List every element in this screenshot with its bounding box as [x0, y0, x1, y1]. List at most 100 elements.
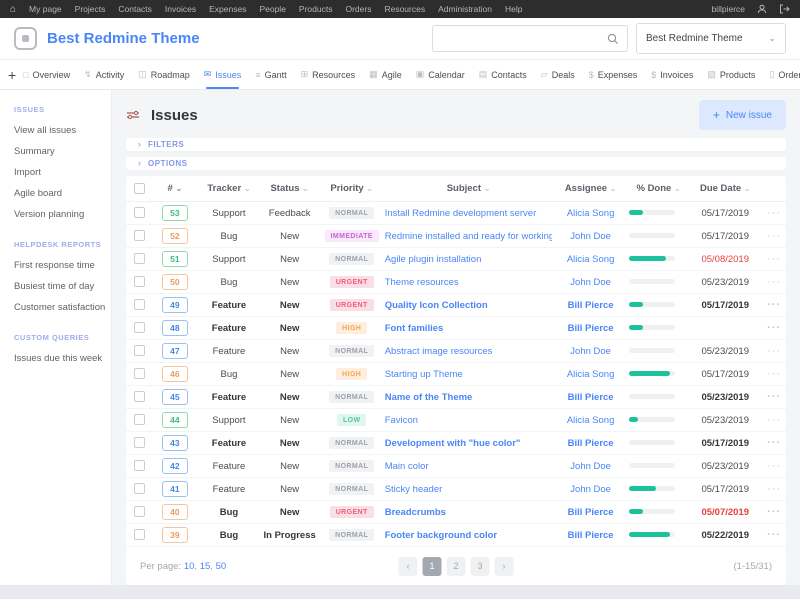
topbar-item-invoices[interactable]: Invoices	[164, 4, 197, 14]
row-checkbox[interactable]	[133, 483, 145, 495]
issue-id-badge[interactable]: 45	[161, 389, 188, 405]
app-title[interactable]: Best Redmine Theme	[47, 30, 200, 47]
assignee-link[interactable]: Bill Pierce	[567, 437, 614, 449]
row-checkbox[interactable]	[133, 437, 145, 449]
subject-link[interactable]: Quality Icon Collection	[384, 299, 488, 311]
column-header-done[interactable]: % Done ⌄	[628, 175, 689, 202]
sidebar-item-view-all-issues[interactable]: View all issues	[14, 125, 77, 136]
column-header-assignee[interactable]: Assignee ⌄	[552, 175, 629, 202]
search-icon[interactable]	[607, 33, 619, 45]
assignee-link[interactable]: Bill Pierce	[567, 299, 614, 311]
tab-invoices[interactable]: $ Invoices	[644, 60, 700, 89]
add-tab-button[interactable]: +	[8, 66, 17, 83]
user-icon[interactable]	[757, 4, 767, 14]
row-checkbox[interactable]	[133, 506, 145, 518]
issue-id-badge[interactable]: 43	[161, 435, 188, 451]
column-header-[interactable]: # ⌄	[152, 175, 198, 202]
issue-id-badge[interactable]: 41	[161, 481, 188, 497]
tab-activity[interactable]: ↯ Activity	[77, 60, 131, 89]
topbar-item-resources[interactable]: Resources	[384, 4, 426, 14]
issue-id-badge[interactable]: 49	[161, 297, 188, 313]
tab-products[interactable]: ▧ Products	[700, 60, 762, 89]
row-menu-button[interactable]: ···	[767, 276, 782, 288]
subject-link[interactable]: Favicon	[384, 414, 418, 426]
row-checkbox[interactable]	[133, 414, 145, 426]
issue-id-badge[interactable]: 47	[161, 343, 188, 359]
column-header-subject[interactable]: Subject ⌄	[384, 175, 553, 202]
row-checkbox[interactable]	[133, 391, 145, 403]
next-page-button[interactable]: ›	[494, 556, 514, 576]
sidebar-item-issues-due-this-week[interactable]: Issues due this week	[14, 353, 103, 364]
prev-page-button[interactable]: ‹	[398, 556, 418, 576]
row-checkbox[interactable]	[133, 230, 145, 242]
topbar-item-people[interactable]: People	[259, 4, 286, 14]
tab-calendar[interactable]: ▣ Calendar	[409, 60, 472, 89]
sidebar-item-agile-board[interactable]: Agile board	[14, 188, 63, 199]
subject-link[interactable]: Theme resources	[384, 276, 459, 288]
page-button-1[interactable]: 1	[422, 556, 442, 576]
search-box[interactable]	[432, 25, 628, 52]
assignee-link[interactable]: John Doe	[570, 483, 611, 495]
per-page-option-15[interactable]: 15	[199, 560, 211, 572]
tab-overview[interactable]: □ Overview	[16, 60, 77, 89]
tab-roadmap[interactable]: ◫ Roadmap	[131, 60, 197, 89]
issue-id-badge[interactable]: 52	[161, 228, 188, 244]
issue-id-badge[interactable]: 50	[161, 274, 188, 290]
tab-gantt[interactable]: ≡ Gantt	[248, 60, 293, 89]
sidebar-item-import[interactable]: Import	[14, 167, 41, 178]
tab-resources[interactable]: ⊞ Resources	[294, 60, 363, 89]
row-checkbox[interactable]	[133, 460, 145, 472]
per-page-option-10[interactable]: 10	[183, 560, 195, 572]
row-menu-button[interactable]: ···	[767, 368, 782, 380]
issue-id-badge[interactable]: 44	[161, 412, 188, 428]
logout-icon[interactable]	[779, 4, 790, 14]
select-all-checkbox[interactable]	[133, 182, 145, 194]
row-checkbox[interactable]	[133, 207, 145, 219]
issue-id-badge[interactable]: 53	[161, 205, 188, 221]
issue-id-badge[interactable]: 39	[161, 527, 188, 543]
assignee-link[interactable]: John Doe	[570, 230, 611, 242]
topbar-item-expenses[interactable]: Expenses	[209, 4, 247, 14]
assignee-link[interactable]: Alicia Song	[566, 253, 615, 265]
app-logo-icon[interactable]	[14, 27, 37, 50]
topbar-item-products[interactable]: Products	[298, 4, 333, 14]
column-header-tracker[interactable]: Tracker ⌄	[197, 175, 261, 202]
sidebar-item-customer-satisfaction[interactable]: Customer satisfaction	[14, 302, 106, 313]
column-header-due-date[interactable]: Due Date ⌄	[688, 175, 763, 202]
assignee-link[interactable]: John Doe	[570, 460, 611, 472]
topbar-item-help[interactable]: Help	[504, 4, 523, 14]
tab-contacts[interactable]: ▤ Contacts	[472, 60, 534, 89]
assignee-link[interactable]: Bill Pierce	[567, 506, 614, 518]
sidebar-toggle-icon[interactable]	[126, 109, 140, 121]
column-header-status[interactable]: Status ⌄	[260, 175, 319, 202]
assignee-link[interactable]: Bill Pierce	[567, 322, 614, 334]
tab-deals[interactable]: ▱ Deals	[534, 60, 582, 89]
subject-link[interactable]: Starting up Theme	[384, 368, 463, 380]
row-menu-button[interactable]: ···	[767, 529, 782, 541]
row-checkbox[interactable]	[133, 368, 145, 380]
subject-link[interactable]: Main color	[384, 460, 429, 472]
column-header-priority[interactable]: Priority ⌄	[318, 175, 385, 202]
filters-toggle[interactable]: › FILTERS	[126, 138, 786, 151]
issue-id-badge[interactable]: 42	[161, 458, 188, 474]
row-checkbox[interactable]	[133, 299, 145, 311]
assignee-link[interactable]: Bill Pierce	[567, 529, 614, 541]
subject-link[interactable]: Install Redmine development server	[384, 207, 537, 219]
topbar-item-projects[interactable]: Projects	[74, 4, 106, 14]
row-checkbox[interactable]	[133, 322, 145, 334]
issue-id-badge[interactable]: 46	[161, 366, 188, 382]
tab-agile[interactable]: ▦ Agile	[362, 60, 409, 89]
sidebar-item-busiest-time-of-day[interactable]: Busiest time of day	[14, 281, 95, 292]
assignee-link[interactable]: Alicia Song	[566, 207, 615, 219]
row-menu-button[interactable]: ···	[767, 345, 782, 357]
subject-link[interactable]: Breadcrumbs	[384, 506, 446, 518]
page-button-3[interactable]: 3	[470, 556, 490, 576]
row-menu-button[interactable]: ···	[767, 230, 782, 242]
row-menu-button[interactable]: ···	[767, 391, 782, 403]
subject-link[interactable]: Sticky header	[384, 483, 443, 495]
row-menu-button[interactable]: ···	[767, 414, 782, 426]
home-icon[interactable]: ⌂	[10, 3, 17, 15]
topbar-item-my-page[interactable]: My page	[29, 4, 62, 14]
sidebar-item-version-planning[interactable]: Version planning	[14, 209, 85, 220]
subject-link[interactable]: Development with "hue color"	[384, 437, 521, 449]
